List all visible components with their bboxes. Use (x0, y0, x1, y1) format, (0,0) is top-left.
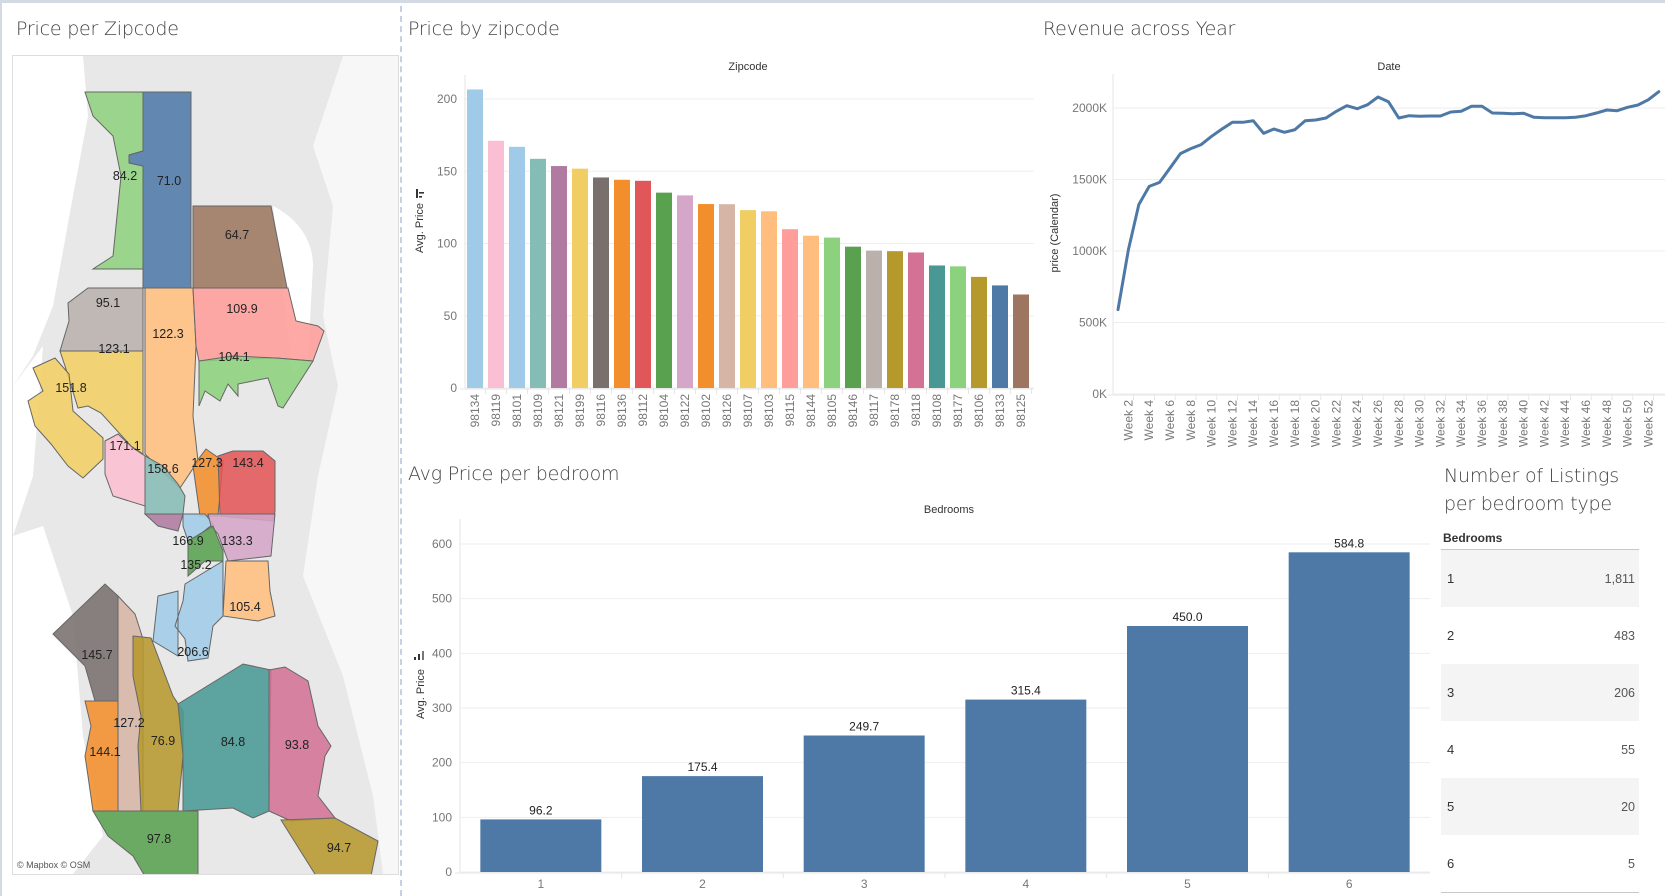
table-cell-count: 1,811 (1604, 571, 1635, 586)
map-region-98146[interactable] (92, 810, 199, 874)
table-column-header[interactable]: Bedrooms (1441, 527, 1639, 550)
table-row[interactable]: 4 55 (1441, 721, 1639, 778)
bedroom-chart-title: Avg Price per bedroom (408, 463, 620, 485)
map-region-label: 97.8 (147, 832, 171, 846)
table-cell-bedrooms: 6 (1447, 856, 1455, 871)
table-cell-count: 5 (1628, 856, 1635, 871)
map-region-98134[interactable] (152, 560, 224, 662)
map-region-label: 144.1 (89, 745, 120, 759)
panel-divider (400, 6, 402, 896)
map-region-98118[interactable] (268, 666, 336, 822)
map-region-label: 71.0 (157, 174, 181, 188)
table-cell-count: 206 (1614, 685, 1635, 700)
map-region-label: 133.3 (221, 534, 252, 548)
table-cell-bedrooms: 1 (1447, 571, 1455, 586)
table-row[interactable]: 2 483 (1441, 607, 1639, 664)
map-region-98108[interactable] (177, 663, 272, 819)
map-region-label: 145.7 (81, 648, 112, 662)
map-region-98103[interactable] (144, 287, 199, 489)
map-region-98121[interactable] (143, 513, 184, 532)
zip-chart-title: Price by zipcode (408, 18, 560, 40)
table-cell-bedrooms: 2 (1447, 628, 1455, 643)
map-region-label: 127.2 (113, 716, 144, 730)
map-region-label: 158.6 (147, 462, 178, 476)
map-region-98199[interactable] (27, 357, 104, 479)
map-region-label: 123.1 (98, 342, 129, 356)
map-region-label: 206.6 (177, 645, 208, 659)
table-cell-bedrooms: 5 (1447, 799, 1455, 814)
map-region-label: 135.2 (180, 558, 211, 572)
map-region-label: 166.9 (172, 534, 203, 548)
map-water-sound (13, 346, 43, 536)
map-region-98178[interactable] (280, 817, 379, 874)
map-panel-title: Price per Zipcode (16, 18, 179, 40)
map-region-label: 143.4 (232, 456, 263, 470)
table-cell-bedrooms: 3 (1447, 685, 1455, 700)
table-cell-count: 20 (1621, 799, 1635, 814)
map-canvas[interactable]: 84.2 71.0 64.7 95.1 122.3 109.9 123.1 104.1 151.… (13, 56, 398, 874)
table-cell-count: 55 (1621, 742, 1635, 757)
map-region-label: 76.9 (151, 734, 175, 748)
map-region-label: 95.1 (96, 296, 120, 310)
listings-table: Bedrooms 1 1,811 2 483 3 206 4 55 5 20 6 5 (1441, 527, 1639, 893)
table-body: 1 1,811 2 483 3 206 4 55 5 20 6 5 (1441, 550, 1639, 892)
map-region-98133[interactable] (128, 91, 192, 289)
map-region-label: 84.2 (113, 169, 137, 183)
listings-table-title: Number of Listings per bedroom type (1444, 462, 1619, 518)
map-region-label: 105.4 (229, 600, 260, 614)
map-region-label: 64.7 (225, 228, 249, 242)
map-water-southwest (13, 526, 103, 874)
map-region-label: 84.8 (221, 735, 245, 749)
table-row[interactable]: 3 206 (1441, 664, 1639, 721)
map-region-label: 122.3 (152, 327, 183, 341)
table-cell-bedrooms: 4 (1447, 742, 1455, 757)
map-lake-washington (303, 56, 398, 874)
zipcode-map[interactable]: 84.2 71.0 64.7 95.1 122.3 109.9 123.1 104.1 151.… (12, 55, 399, 875)
map-region-98105[interactable] (198, 355, 314, 409)
map-region-98115[interactable] (192, 287, 325, 362)
table-row[interactable]: 5 20 (1441, 778, 1639, 835)
map-labels: 84.2 71.0 64.7 95.1 122.3 109.9 123.1 104.1 151.… (55, 169, 351, 855)
map-attribution[interactable]: © Mapbox © OSM (17, 860, 91, 870)
revenue-chart-title: Revenue across Year (1043, 18, 1236, 40)
listings-table-title-line2: per bedroom type (1444, 493, 1612, 515)
map-region-label: 171.1 (109, 439, 140, 453)
map-region-label: 104.1 (218, 350, 249, 364)
table-footer-line (1441, 892, 1639, 893)
map-region-label: 94.7 (327, 841, 351, 855)
table-cell-count: 483 (1614, 628, 1635, 643)
map-regions (27, 91, 379, 874)
map-region-label: 109.9 (226, 302, 257, 316)
map-region-label: 127.3 (191, 456, 222, 470)
map-region-98125[interactable] (192, 205, 288, 289)
table-row[interactable]: 1 1,811 (1441, 550, 1639, 607)
map-region-label: 93.8 (285, 738, 309, 752)
map-region-label: 151.8 (55, 381, 86, 395)
map-water-west (13, 56, 88, 386)
listings-table-title-line1: Number of Listings (1444, 465, 1619, 487)
